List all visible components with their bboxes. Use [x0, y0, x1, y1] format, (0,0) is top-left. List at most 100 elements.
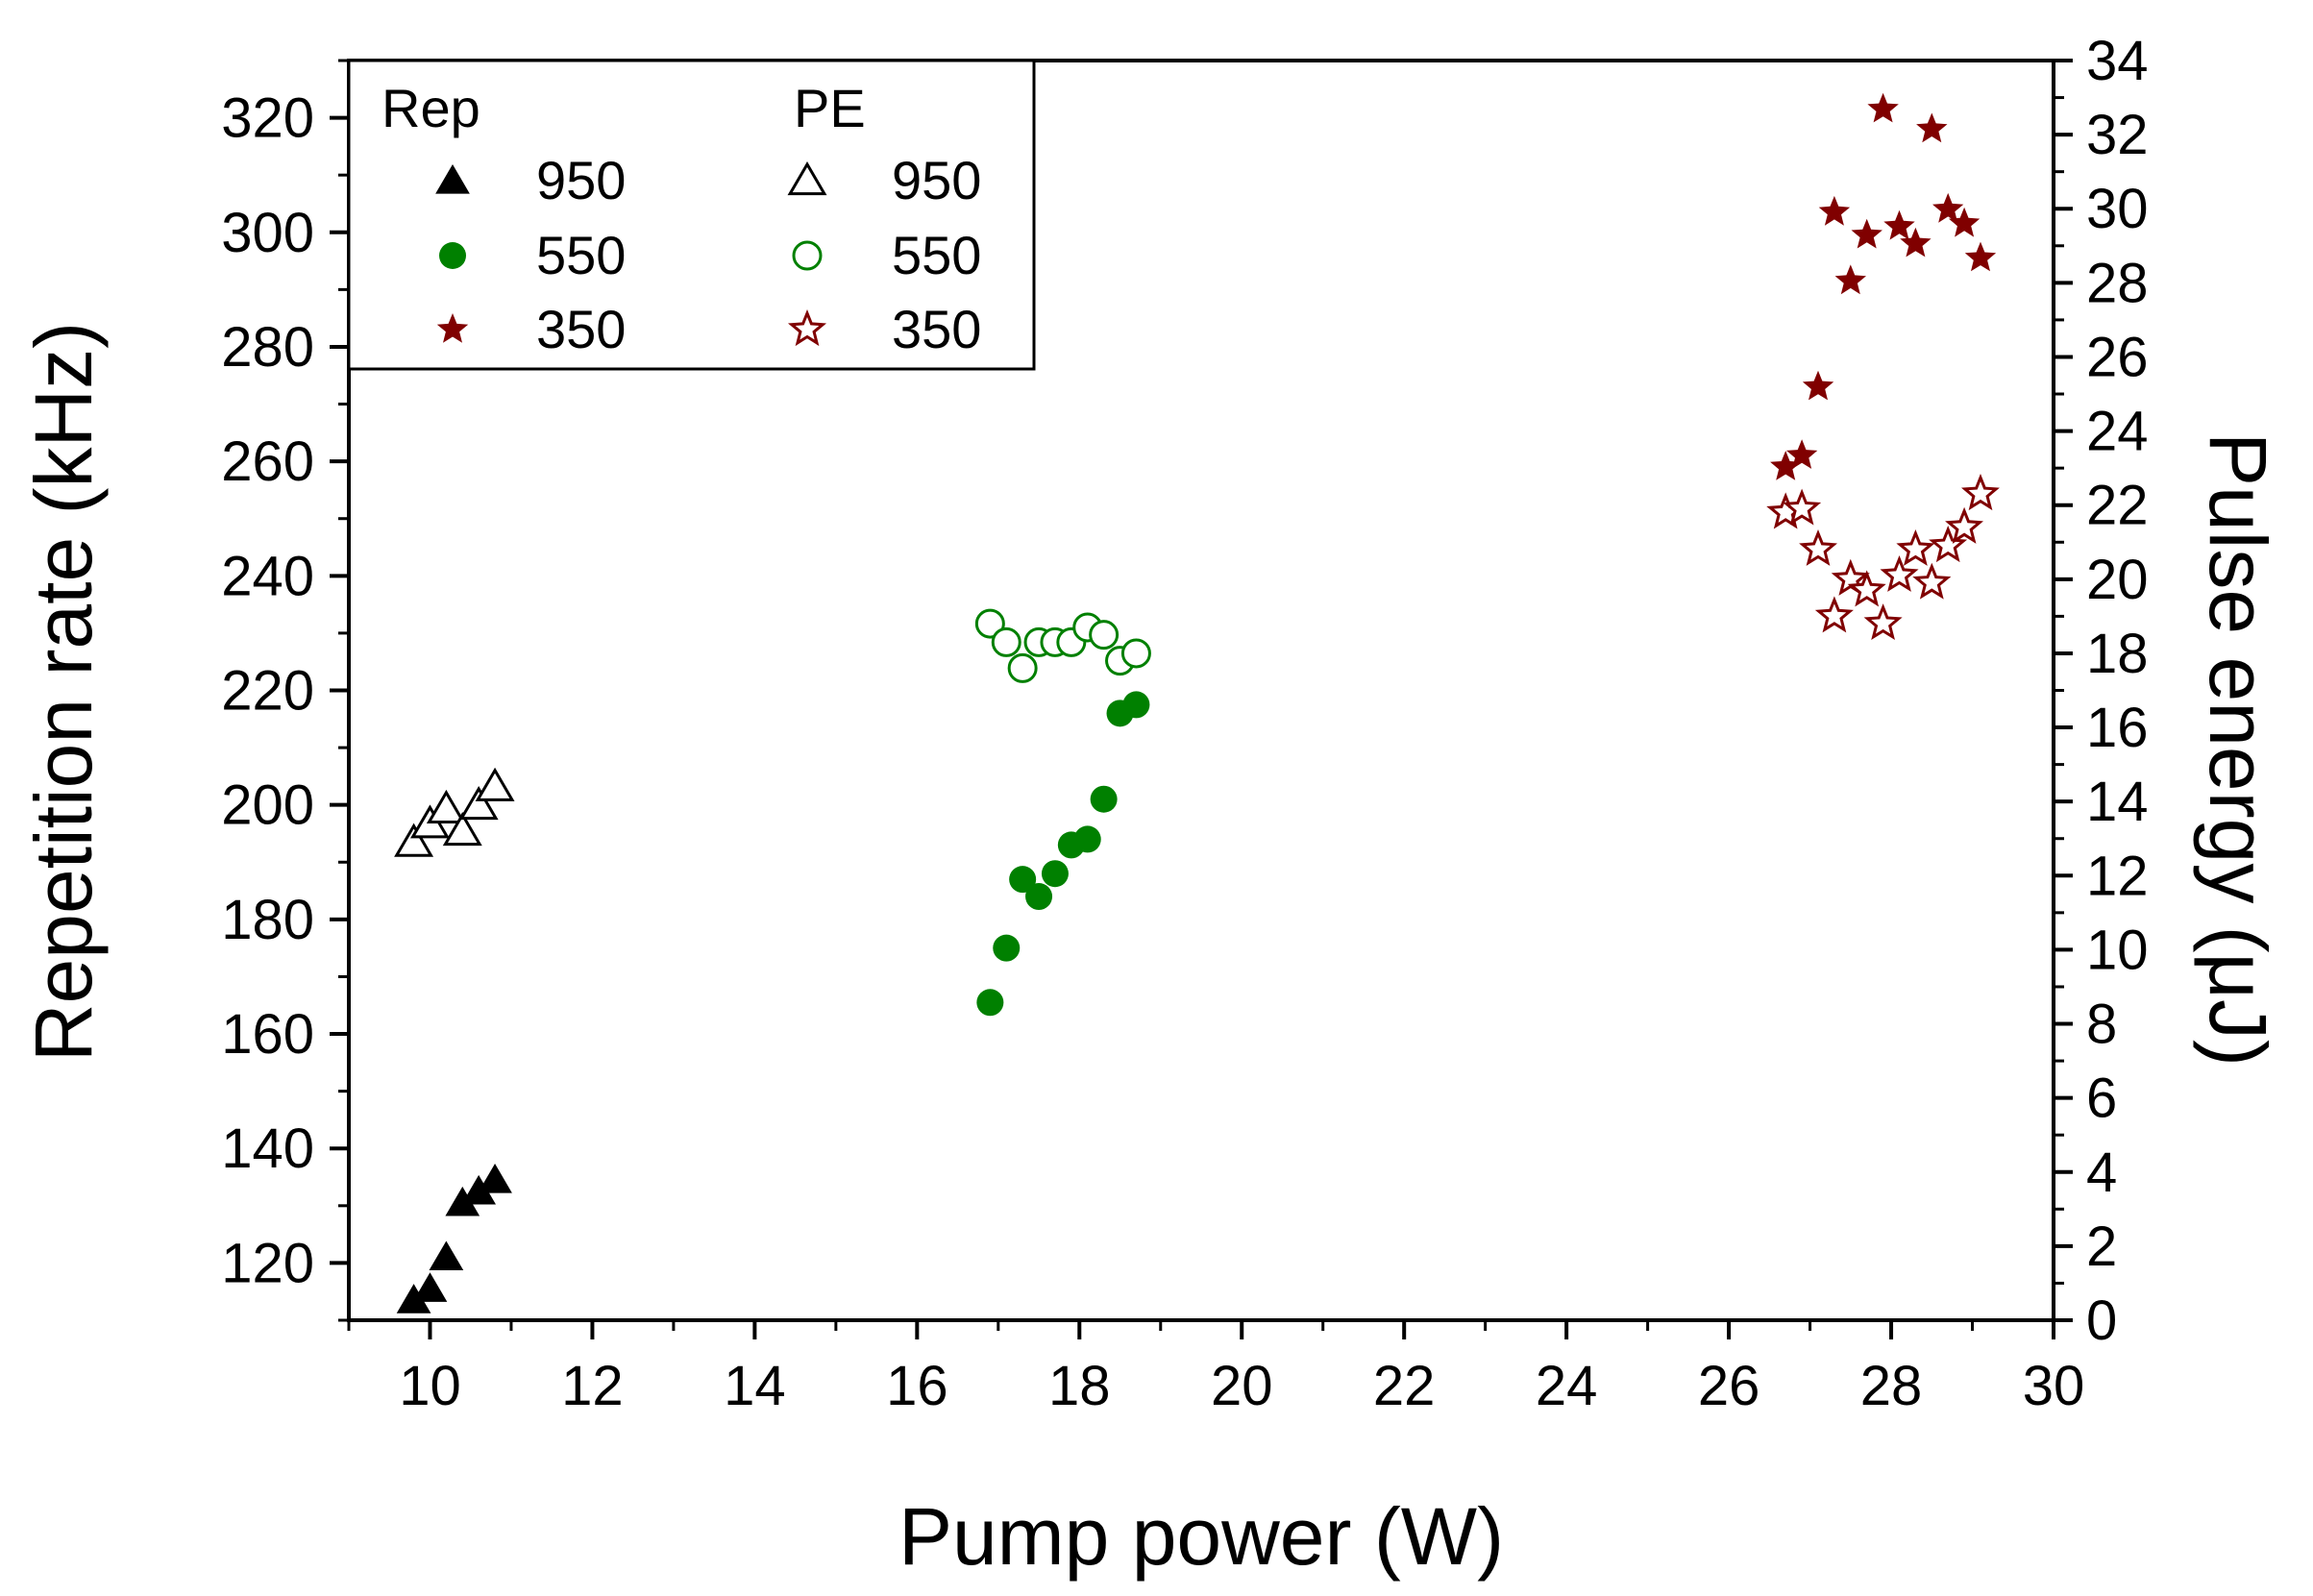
point-rep350	[1948, 207, 1981, 237]
y-left-tick-label: 200	[221, 774, 314, 837]
point-rep350	[1916, 112, 1948, 143]
legend-marker-rep950	[435, 164, 470, 194]
point-pe950	[394, 823, 434, 857]
y-right-tick-label: 22	[2086, 475, 2149, 537]
y-right-tick-label: 6	[2086, 1068, 2117, 1130]
y-left-tick-label: 260	[221, 430, 314, 493]
y-right-tick-label: 16	[2086, 697, 2149, 759]
point-pe550	[1120, 638, 1151, 669]
point-rep350	[1802, 370, 1834, 401]
y-axis-title-right: Pulse energy (μJ)	[2193, 432, 2283, 1067]
y-left-tick-label: 240	[221, 545, 314, 607]
y-left-tick-label: 320	[221, 87, 314, 150]
y-right-tick-label: 2	[2086, 1215, 2117, 1278]
series-pe550	[974, 608, 1151, 683]
y-right-tick-label: 20	[2086, 549, 2149, 611]
legend: Rep PE 950 550 350 950 550 350	[347, 59, 1036, 371]
point-rep350	[1867, 92, 1899, 123]
point-pe550	[1089, 620, 1120, 651]
point-pe950	[442, 812, 482, 847]
point-pe350	[1912, 562, 1952, 600]
y-right-tick-label: 4	[2086, 1142, 2117, 1204]
y-left-tick-label: 300	[221, 202, 314, 264]
series-pe950	[394, 767, 515, 857]
point-pe350	[1863, 603, 1903, 641]
legend-box	[347, 59, 1036, 371]
point-pe550	[1007, 652, 1038, 683]
y-right-tick-label: 14	[2086, 771, 2149, 833]
x-tick-label: 20	[1211, 1355, 1273, 1417]
y-right-tick-label: 34	[2086, 30, 2149, 92]
legend-label-rep-950: 950	[536, 150, 626, 210]
legend-label-pe-950: 950	[892, 150, 981, 210]
point-pe350	[1960, 474, 2000, 511]
y-left-tick-label: 140	[221, 1117, 314, 1180]
y-left-tick-label: 160	[221, 1003, 314, 1066]
x-tick-label: 30	[2023, 1355, 2085, 1417]
series-rep350	[1770, 92, 1997, 480]
y-right-tick-label: 30	[2086, 178, 2149, 240]
x-tick-label: 24	[1536, 1355, 1598, 1417]
series-rep950	[396, 1164, 512, 1314]
point-rep550	[1073, 825, 1101, 853]
point-rep350	[1851, 218, 1882, 249]
point-pe550	[974, 608, 1005, 639]
y-right-tick-label: 18	[2086, 623, 2149, 685]
legend-marker-pe350	[787, 308, 827, 347]
x-tick-label: 12	[561, 1355, 624, 1417]
legend-label-rep-550: 550	[536, 225, 626, 285]
y-left-tick-label: 280	[221, 316, 314, 379]
point-rep550	[993, 934, 1021, 962]
legend-marker-pe550	[792, 240, 823, 271]
y-right-tick-label: 0	[2086, 1289, 2117, 1352]
legend-group-title-rep: Rep	[381, 78, 480, 138]
point-pe350	[1880, 554, 1919, 592]
point-rep550	[976, 989, 1004, 1017]
point-rep550	[1009, 866, 1037, 894]
x-tick-label: 28	[1860, 1355, 1923, 1417]
x-tick-label: 14	[724, 1355, 786, 1417]
legend-label-rep-350: 350	[536, 299, 626, 359]
point-pe950	[426, 789, 466, 823]
point-rep350	[1786, 439, 1818, 469]
point-rep950	[461, 1174, 497, 1205]
legend-marker-rep350	[436, 313, 469, 343]
point-pe350	[1945, 506, 1983, 544]
points-layer	[394, 92, 2000, 1314]
x-axis-title: Pump power (W)	[898, 1491, 1504, 1582]
series-pe350	[1766, 474, 2000, 641]
ticks-layer: 10 12 14 16 18 20 22 24 26 28 30120140160180200220…	[221, 30, 2148, 1417]
point-rep950	[412, 1272, 448, 1302]
legend-marker-rep550	[439, 242, 466, 269]
point-rep550	[1025, 883, 1053, 911]
y-right-tick-label: 28	[2086, 252, 2149, 314]
y-right-tick-label: 24	[2086, 401, 2149, 463]
point-rep350	[1900, 227, 1932, 258]
point-rep350	[1883, 209, 1915, 240]
point-pe350	[1799, 528, 1838, 566]
legend-group-title-pe: PE	[794, 78, 866, 138]
point-pe550	[991, 626, 1021, 657]
point-rep950	[396, 1284, 431, 1314]
x-tick-label: 10	[399, 1355, 461, 1417]
point-rep350	[1818, 195, 1851, 226]
point-rep950	[445, 1186, 480, 1216]
y-left-tick-label: 120	[221, 1232, 314, 1294]
x-tick-label: 22	[1373, 1355, 1436, 1417]
point-pe350	[1896, 528, 1935, 566]
y-right-tick-label: 32	[2086, 104, 2149, 166]
point-pe350	[1929, 526, 1968, 563]
y-right-tick-label: 8	[2086, 994, 2117, 1056]
x-tick-label: 16	[886, 1355, 948, 1417]
y-left-tick-label: 220	[221, 660, 314, 723]
x-tick-label: 18	[1048, 1355, 1111, 1417]
point-rep350	[1932, 192, 1964, 223]
point-rep550	[1122, 691, 1150, 719]
x-tick-label: 26	[1698, 1355, 1760, 1417]
point-pe950	[458, 786, 499, 821]
point-rep550	[1041, 860, 1069, 888]
point-rep350	[1964, 241, 1997, 272]
point-pe350	[1847, 570, 1886, 607]
point-rep950	[478, 1164, 512, 1193]
